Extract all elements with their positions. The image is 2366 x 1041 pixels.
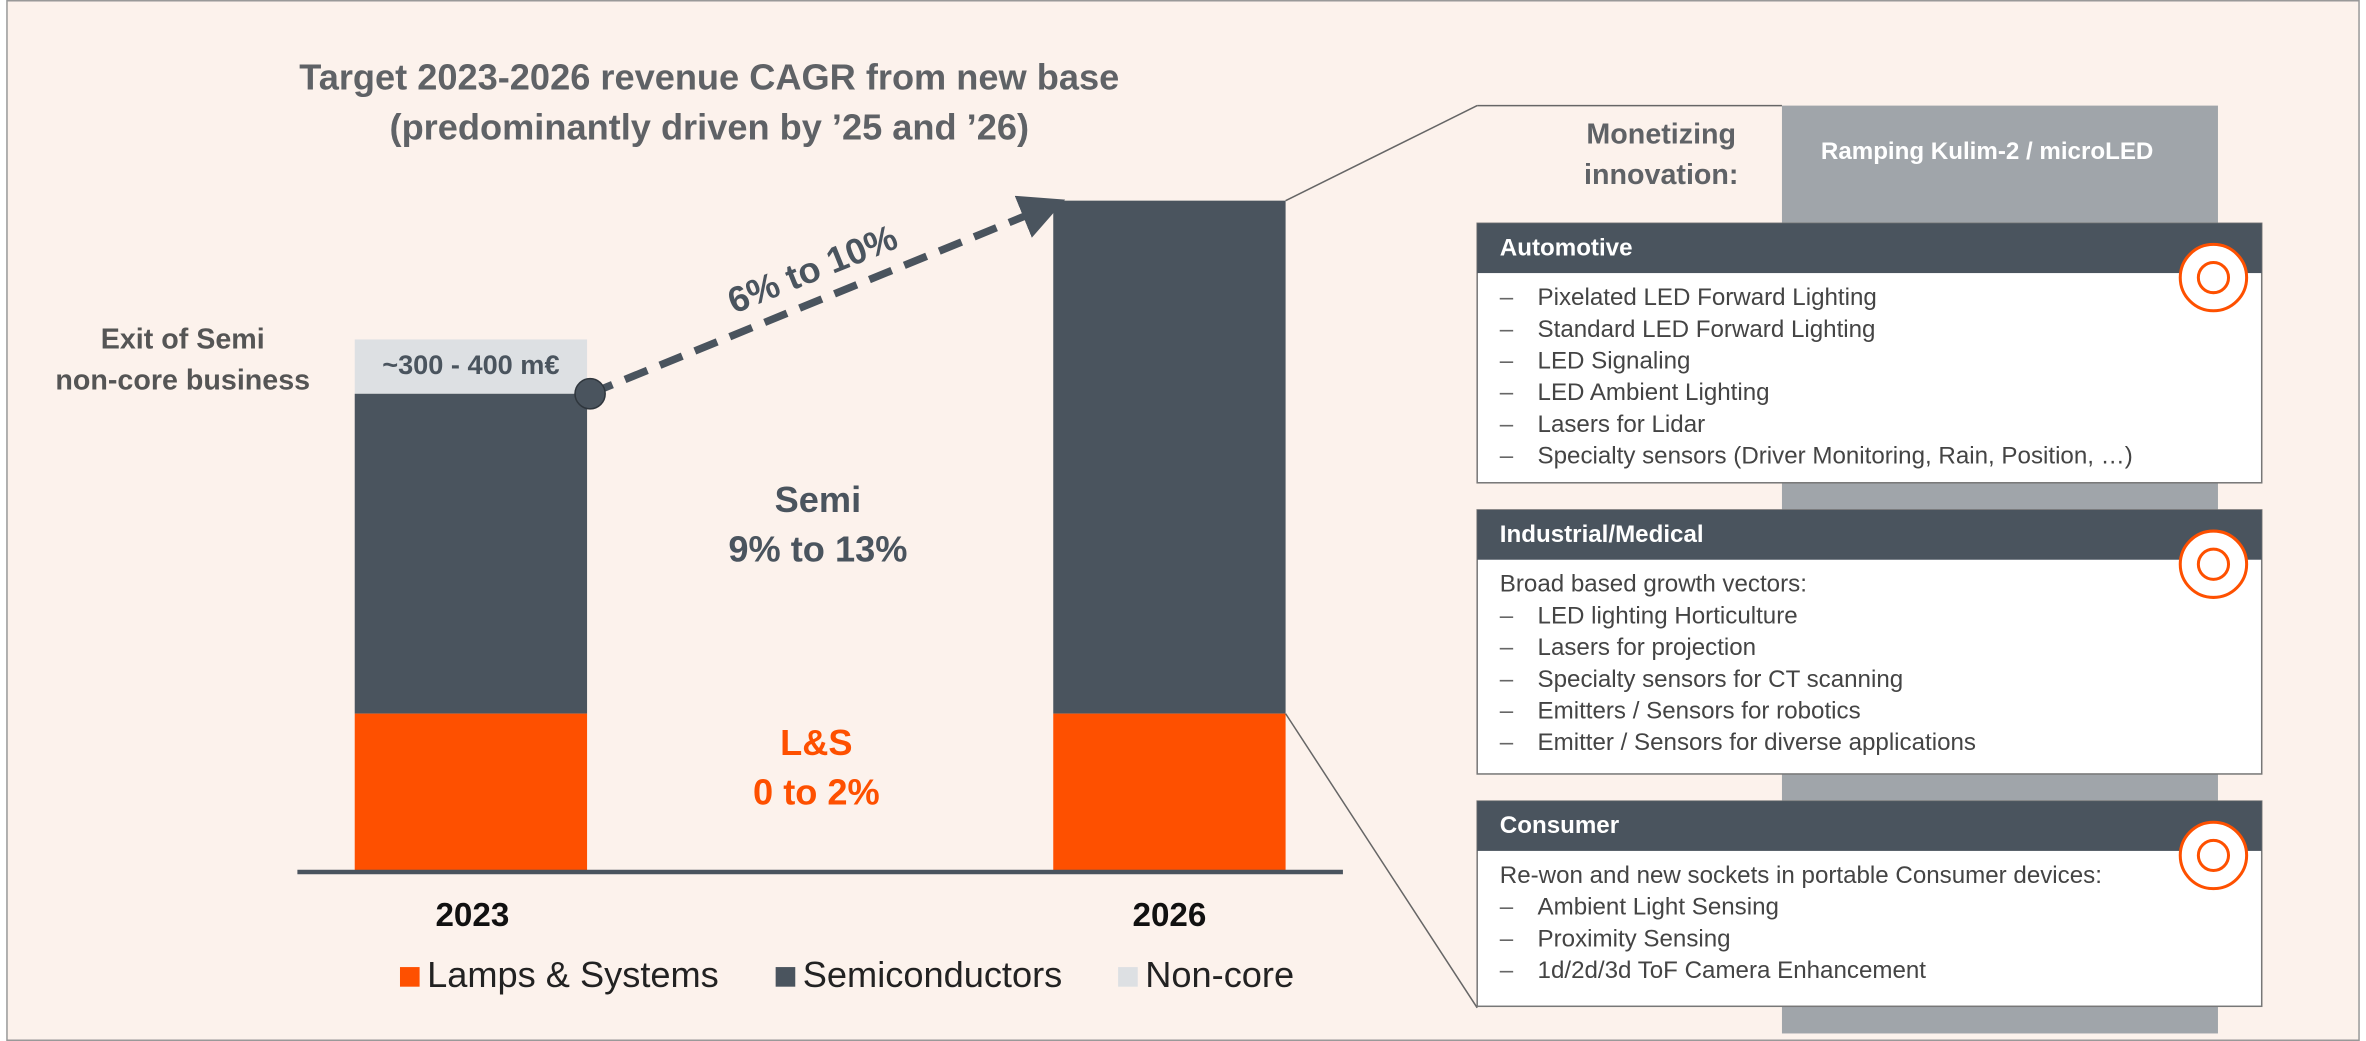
box-icon-inner [2196, 261, 2231, 295]
semi-segment [354, 393, 588, 714]
box-item: Specialty sensors for CT scanning [1538, 666, 1904, 693]
bullet-dash: – [1500, 634, 1514, 661]
legend-swatch [775, 967, 796, 987]
bullet-dash: – [1500, 666, 1514, 693]
noncore-amount: ~300 - 400 m€ [382, 349, 559, 380]
box-intro: Broad based growth vectors: [1500, 571, 1807, 598]
box-item: LED Signaling [1538, 347, 1691, 374]
bullet-dash: – [1500, 894, 1514, 921]
bullet-dash: – [1500, 729, 1514, 756]
box-header [1477, 801, 2262, 851]
bullet-dash: – [1500, 602, 1514, 629]
ramping-label: Ramping Kulim-2 / microLED [1821, 138, 2153, 165]
year-label: 2023 [435, 897, 509, 934]
semi-growth: 9% to 13% [728, 529, 907, 570]
semi-growth: Semi [775, 479, 862, 520]
bullet-dash: – [1500, 925, 1514, 952]
box-item: Standard LED Forward Lighting [1538, 316, 1876, 343]
box-item: LED Ambient Lighting [1538, 379, 1770, 406]
bullet-dash: – [1500, 957, 1514, 984]
legend-swatch [1118, 967, 1138, 987]
legend-swatch [399, 967, 420, 987]
box-icon [2178, 242, 2249, 313]
arrow-start [574, 377, 606, 410]
box-header [1477, 509, 2262, 560]
box-title: Consumer [1500, 812, 1620, 839]
box-item: 1d/2d/3d ToF Camera Enhancement [1538, 957, 1927, 984]
monetizing-label: innovation: [1584, 159, 1738, 191]
box-header [1477, 223, 2262, 274]
legend-label: Semiconductors [803, 954, 1062, 995]
box-title: Industrial/Medical [1500, 521, 1704, 548]
bullet-dash: – [1500, 411, 1514, 438]
bullet-dash: – [1500, 443, 1514, 470]
legend-label: Lamps & Systems [427, 954, 719, 995]
box-item: Lasers for projection [1538, 634, 1757, 661]
title: (predominantly driven by ’25 and ’26) [390, 106, 1029, 147]
exit-label: Exit of Semi [101, 324, 265, 356]
monetizing-label: Monetizing [1586, 118, 1736, 150]
connector-lines [1284, 104, 1782, 1009]
bullet-dash: – [1500, 316, 1514, 343]
year-label: 2026 [1132, 897, 1206, 934]
ls-segment [1053, 713, 1286, 873]
bullet-dash: – [1500, 697, 1514, 724]
noncore-segment [354, 339, 588, 394]
box-intro: Re-won and new sockets in portable Consu… [1500, 862, 2102, 889]
semi-segment [1053, 200, 1286, 714]
exit-label: non-core business [55, 364, 310, 396]
box-item: Ambient Light Sensing [1538, 894, 1779, 921]
legend-label: Non-core [1145, 954, 1294, 995]
box-item: Specialty sensors (Driver Monitoring, Ra… [1538, 443, 2133, 470]
ls-growth: L&S [780, 722, 852, 763]
box-item: Lasers for Lidar [1538, 411, 1706, 438]
box-item: Pixelated LED Forward Lighting [1538, 284, 1877, 311]
bullet-dash: – [1500, 379, 1514, 406]
box-title: Automotive [1500, 234, 1633, 261]
box-icon [2178, 820, 2249, 891]
title: Target 2023-2026 revenue CAGR from new b… [299, 57, 1119, 98]
box-item: Proximity Sensing [1538, 925, 1731, 952]
growth-arrow [588, 195, 1066, 398]
box-item: LED lighting Horticulture [1538, 602, 1798, 629]
box-item: Emitters / Sensors for robotics [1538, 697, 1861, 724]
box-icon-inner [2196, 547, 2231, 581]
ls-growth: 0 to 2% [753, 772, 880, 813]
bullet-dash: – [1500, 284, 1514, 311]
box-icon-inner [2196, 838, 2231, 873]
box-item: Emitter / Sensors for diverse applicatio… [1538, 729, 1976, 756]
ls-segment [354, 713, 588, 873]
bullet-dash: – [1500, 347, 1514, 374]
box-icon [2178, 529, 2249, 599]
